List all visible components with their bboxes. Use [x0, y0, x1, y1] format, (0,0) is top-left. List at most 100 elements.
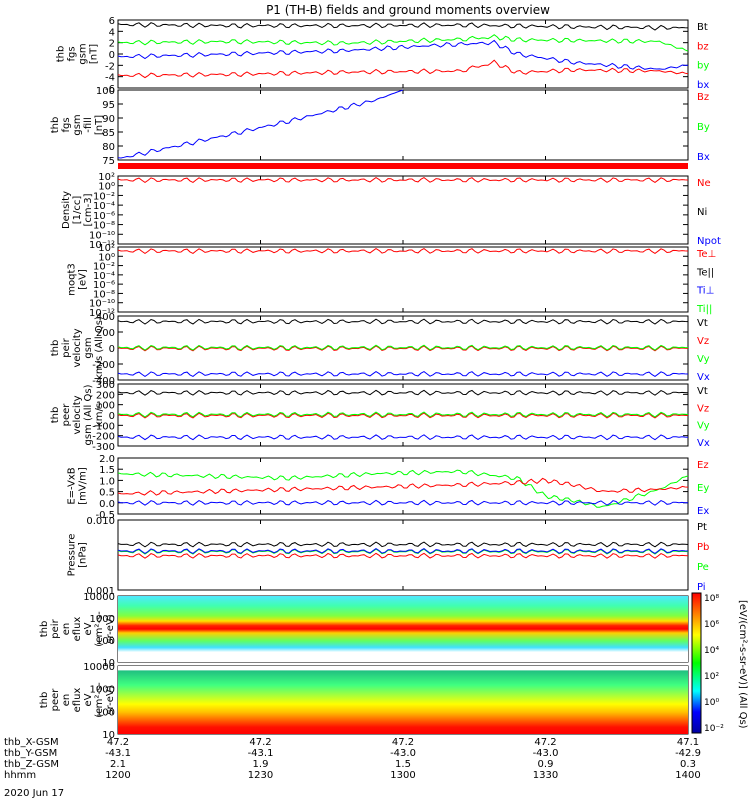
- series-line-Pe: [117, 548, 689, 555]
- legend-entry: Npot: [697, 236, 721, 247]
- legend-entry: bz: [697, 41, 709, 52]
- x-row-value: 1300: [390, 770, 415, 781]
- y-tick-label: 10⁻⁴: [93, 271, 115, 282]
- series-line-Vz: [117, 345, 689, 352]
- x-row-label: thb_Y-GSM: [4, 748, 57, 759]
- y-axis-label: peir: [50, 618, 61, 638]
- y-axis-label: Density: [61, 191, 72, 229]
- panel-1: 100 95 90 85 80 75 thb fgs gsm -fill [nT] Bz By Bx: [50, 86, 710, 167]
- legend-entry: Bt: [697, 22, 708, 33]
- x-row-value: 47.2: [107, 737, 129, 748]
- x-axis-table: thb_X-GSM 47.2 47.2 47.2 47.2 47.1 thb_Y-GSM -4…: [4, 737, 701, 781]
- y-tick-label: 100: [96, 401, 115, 412]
- y-tick-label: 10⁻⁶: [93, 211, 115, 222]
- legend-entry: bx: [697, 80, 709, 91]
- series-line-Vy: [117, 344, 689, 351]
- x-row-value: 0.9: [538, 759, 554, 770]
- x-row-value: 0.3: [680, 759, 696, 770]
- y-tick-label: 4: [109, 27, 115, 38]
- y-axis-label: (cm²-s-: [94, 682, 105, 718]
- y-tick-label: -400: [92, 376, 115, 387]
- colorbar-tick-label: 10²: [704, 672, 719, 682]
- y-axis-label: thb: [50, 340, 61, 357]
- x-row-value: 47.2: [392, 737, 414, 748]
- y-tick-label: 10000: [83, 662, 115, 673]
- y-tick-label: 10: [102, 730, 115, 741]
- colorbar-gradient: [691, 592, 702, 734]
- y-axis-label: peir: [61, 337, 72, 357]
- y-tick-label: -0.5: [95, 510, 115, 521]
- y-axis-label: E=-VxB: [67, 467, 78, 504]
- legend-entry: Bz: [697, 92, 709, 103]
- colorbar-tick-label: 10⁶: [704, 620, 719, 630]
- y-tick-label: 400: [96, 312, 115, 323]
- colorbar: 10⁸ 10⁶ 10⁴ 10² 10⁰ 10⁻² [eV/(cm²-s-sr-eV)] (…: [691, 592, 748, 734]
- colorbar-tick-label: 10⁸: [704, 594, 719, 604]
- y-tick-label: 100: [96, 636, 115, 647]
- y-axis-label: fgs: [67, 46, 78, 61]
- y-tick-label: 1000: [90, 685, 115, 696]
- series-line-Vz: [117, 412, 689, 419]
- y-tick-label: 85: [102, 128, 115, 139]
- y-axis-label: peer: [61, 403, 72, 427]
- y-axis-label: eV: [83, 622, 94, 635]
- y-tick-label: 100: [96, 707, 115, 718]
- y-axis-label: sr-eV): [105, 685, 116, 714]
- y-axis-label: gsm: [83, 337, 94, 358]
- x-row-label: thb_X-GSM: [4, 737, 59, 748]
- y-tick-label: 0.0: [99, 499, 115, 510]
- legend-entry: Bx: [697, 152, 710, 163]
- y-tick-label: 6: [109, 16, 115, 27]
- y-axis-label: [eV]: [78, 269, 89, 290]
- x-row-value: 1.5: [395, 759, 411, 770]
- legend-entry: Vz: [697, 403, 709, 414]
- x-row-value: -43.0: [390, 748, 416, 759]
- legend-entry: Pi: [697, 582, 706, 593]
- y-axis-label: gsm: [78, 43, 89, 64]
- y-axis-label: velocity: [72, 395, 83, 434]
- y-tick-label: 2.0: [99, 454, 115, 465]
- legend-entry: Vy: [697, 421, 710, 432]
- series-line-Vt: [117, 318, 689, 325]
- x-row-value: -43.1: [248, 748, 274, 759]
- series-line-Vx: [117, 434, 689, 441]
- y-axis-label: thb: [50, 117, 61, 134]
- fill-flag-band: [118, 163, 688, 169]
- y-tick-label: 10⁻⁸: [93, 289, 115, 300]
- x-row-value: 1.9: [253, 759, 269, 770]
- legend-entry: Ez: [697, 460, 709, 471]
- panel-4: 400 200 0 -200 -400 thb peir velocity gsm km/s (A…: [50, 312, 710, 387]
- x-row-value: 1230: [248, 770, 273, 781]
- legend-entry: Vt: [697, 386, 708, 397]
- y-axis-label: [nT]: [94, 115, 105, 135]
- series-line-Bx: [117, 89, 404, 159]
- x-row-value: -43.0: [533, 748, 559, 759]
- series-line-Vy: [117, 411, 689, 418]
- y-tick-label: 10⁻¹⁰: [89, 230, 115, 241]
- figure-title: P1 (TH-B) fields and ground moments over…: [266, 3, 550, 17]
- colorbar-tick-label: 10⁻²: [704, 724, 724, 734]
- y-tick-label: 10⁻¹²: [89, 240, 115, 251]
- y-axis-label: moqt3: [67, 263, 78, 296]
- x-row-value: 1400: [675, 770, 700, 781]
- legend-entry: Pt: [697, 522, 707, 533]
- y-tick-label: 10000: [83, 592, 115, 603]
- y-tick-label: 300: [96, 380, 115, 391]
- panel-frame: [117, 457, 689, 515]
- y-tick-label: 0.010: [86, 516, 115, 527]
- y-axis-label: gsm: [72, 114, 83, 135]
- series-line-by: [117, 34, 689, 52]
- y-tick-label: 0: [109, 50, 115, 61]
- y-tick-label: 10⁰: [98, 252, 115, 263]
- y-tick-label: -6: [105, 84, 115, 95]
- y-axis-label: thb: [56, 46, 67, 63]
- panel-7: 0.010 0.001 Pressure [nPa] Pt Pb Pe Pi: [67, 516, 710, 597]
- y-tick-label: 0: [109, 411, 115, 422]
- legend-entry: Ey: [697, 483, 709, 494]
- y-tick-label: 200: [96, 328, 115, 339]
- panel-2: 10²10⁰10⁻²10⁻⁴10⁻⁶10⁻⁸10⁻¹⁰10⁻¹²Density[…: [61, 172, 721, 251]
- y-tick-label: 10²: [98, 172, 115, 183]
- heatmap-ions-fill: [118, 596, 688, 662]
